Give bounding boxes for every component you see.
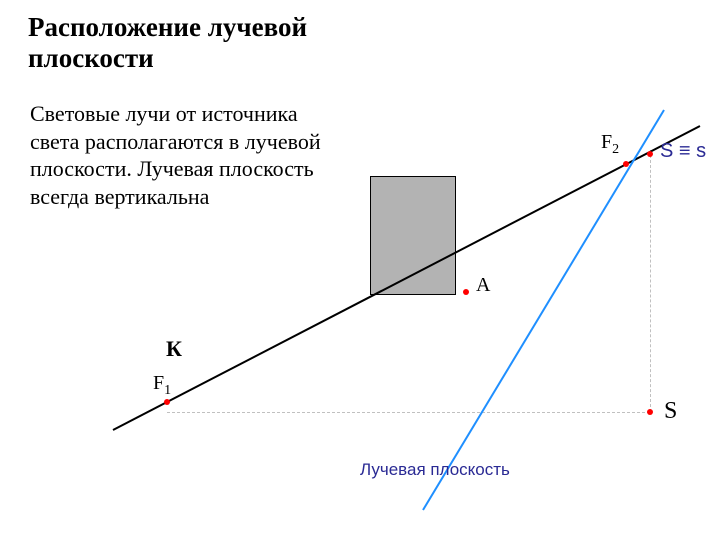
dashed-line-horizontal <box>167 412 650 413</box>
cube-rectangle <box>370 176 456 295</box>
label-f1-base: F <box>153 372 164 394</box>
label-f2-base: F <box>601 131 612 153</box>
label-k: К <box>166 336 182 362</box>
point-a <box>463 289 469 295</box>
line-blue-ray-plane <box>422 109 665 510</box>
page: Расположение лучевой плоскости Световые … <box>0 0 720 540</box>
label-f2: F2 <box>601 131 619 158</box>
caption-ray-plane: Лучевая плоскость <box>360 460 510 480</box>
point-s-top <box>647 151 653 157</box>
point-s <box>647 409 653 415</box>
diagram-stage: К F1 F2 A S ≡ s S Лучевая плоскость <box>0 0 720 540</box>
point-f1 <box>164 399 170 405</box>
label-s: S <box>664 398 677 425</box>
label-a: A <box>476 274 490 297</box>
label-f2-sub: 2 <box>612 142 619 157</box>
line-k-black <box>113 125 701 431</box>
label-f1: F1 <box>153 372 171 399</box>
label-f1-sub: 1 <box>164 383 171 398</box>
dashed-line-vertical <box>650 150 651 412</box>
point-f2 <box>623 161 629 167</box>
label-s-equiv-s: S ≡ s <box>660 140 706 163</box>
